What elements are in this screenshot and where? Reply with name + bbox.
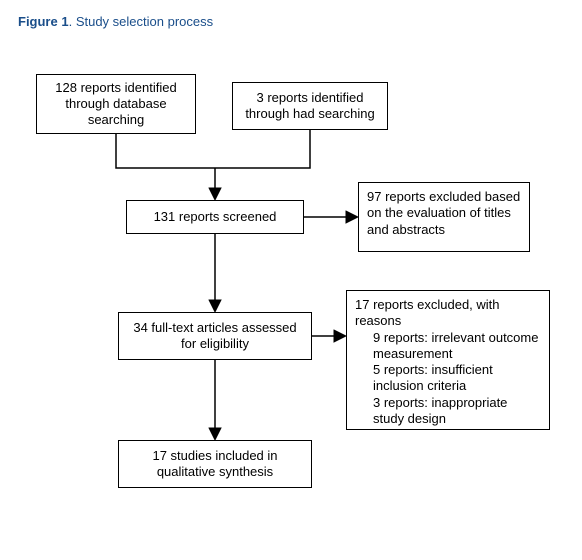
node-excluded-titles: 97 reports excluded based on the evaluat… [358,182,530,252]
flowchart-canvas: Figure 1. Study selection process 128 re… [0,0,582,560]
node-excluded-titles-text: 97 reports excluded based on the evaluat… [367,189,520,237]
node-db-search-text: 128 reports identified through database … [45,80,187,129]
node-excluded-reasons: 17 reports excluded, with reasons 9 repo… [346,290,550,430]
node-included: 17 studies included in qualitative synth… [118,440,312,488]
node-fulltext-text: 34 full-text articles assessed for eligi… [127,320,303,353]
excluded-reason-item: 3 reports: inappropriate study design [373,395,541,428]
node-screened: 131 reports screened [126,200,304,234]
figure-label: Figure 1 [18,14,69,29]
node-screened-text: 131 reports screened [154,209,277,225]
figure-text: Study selection process [76,14,213,29]
node-db-search: 128 reports identified through database … [36,74,196,134]
figure-caption: Figure 1. Study selection process [18,14,213,29]
figure-sep: . [69,14,76,29]
node-included-text: 17 studies included in qualitative synth… [127,448,303,481]
node-hand-search-text: 3 reports identified through had searchi… [241,90,379,123]
node-excluded-reasons-header: 17 reports excluded, with reasons [355,297,541,330]
node-hand-search: 3 reports identified through had searchi… [232,82,388,130]
excluded-reason-item: 9 reports: irrelevant outcome measuremen… [373,330,541,363]
excluded-reason-item: 5 reports: insufficient inclusion criter… [373,362,541,395]
node-fulltext: 34 full-text articles assessed for eligi… [118,312,312,360]
